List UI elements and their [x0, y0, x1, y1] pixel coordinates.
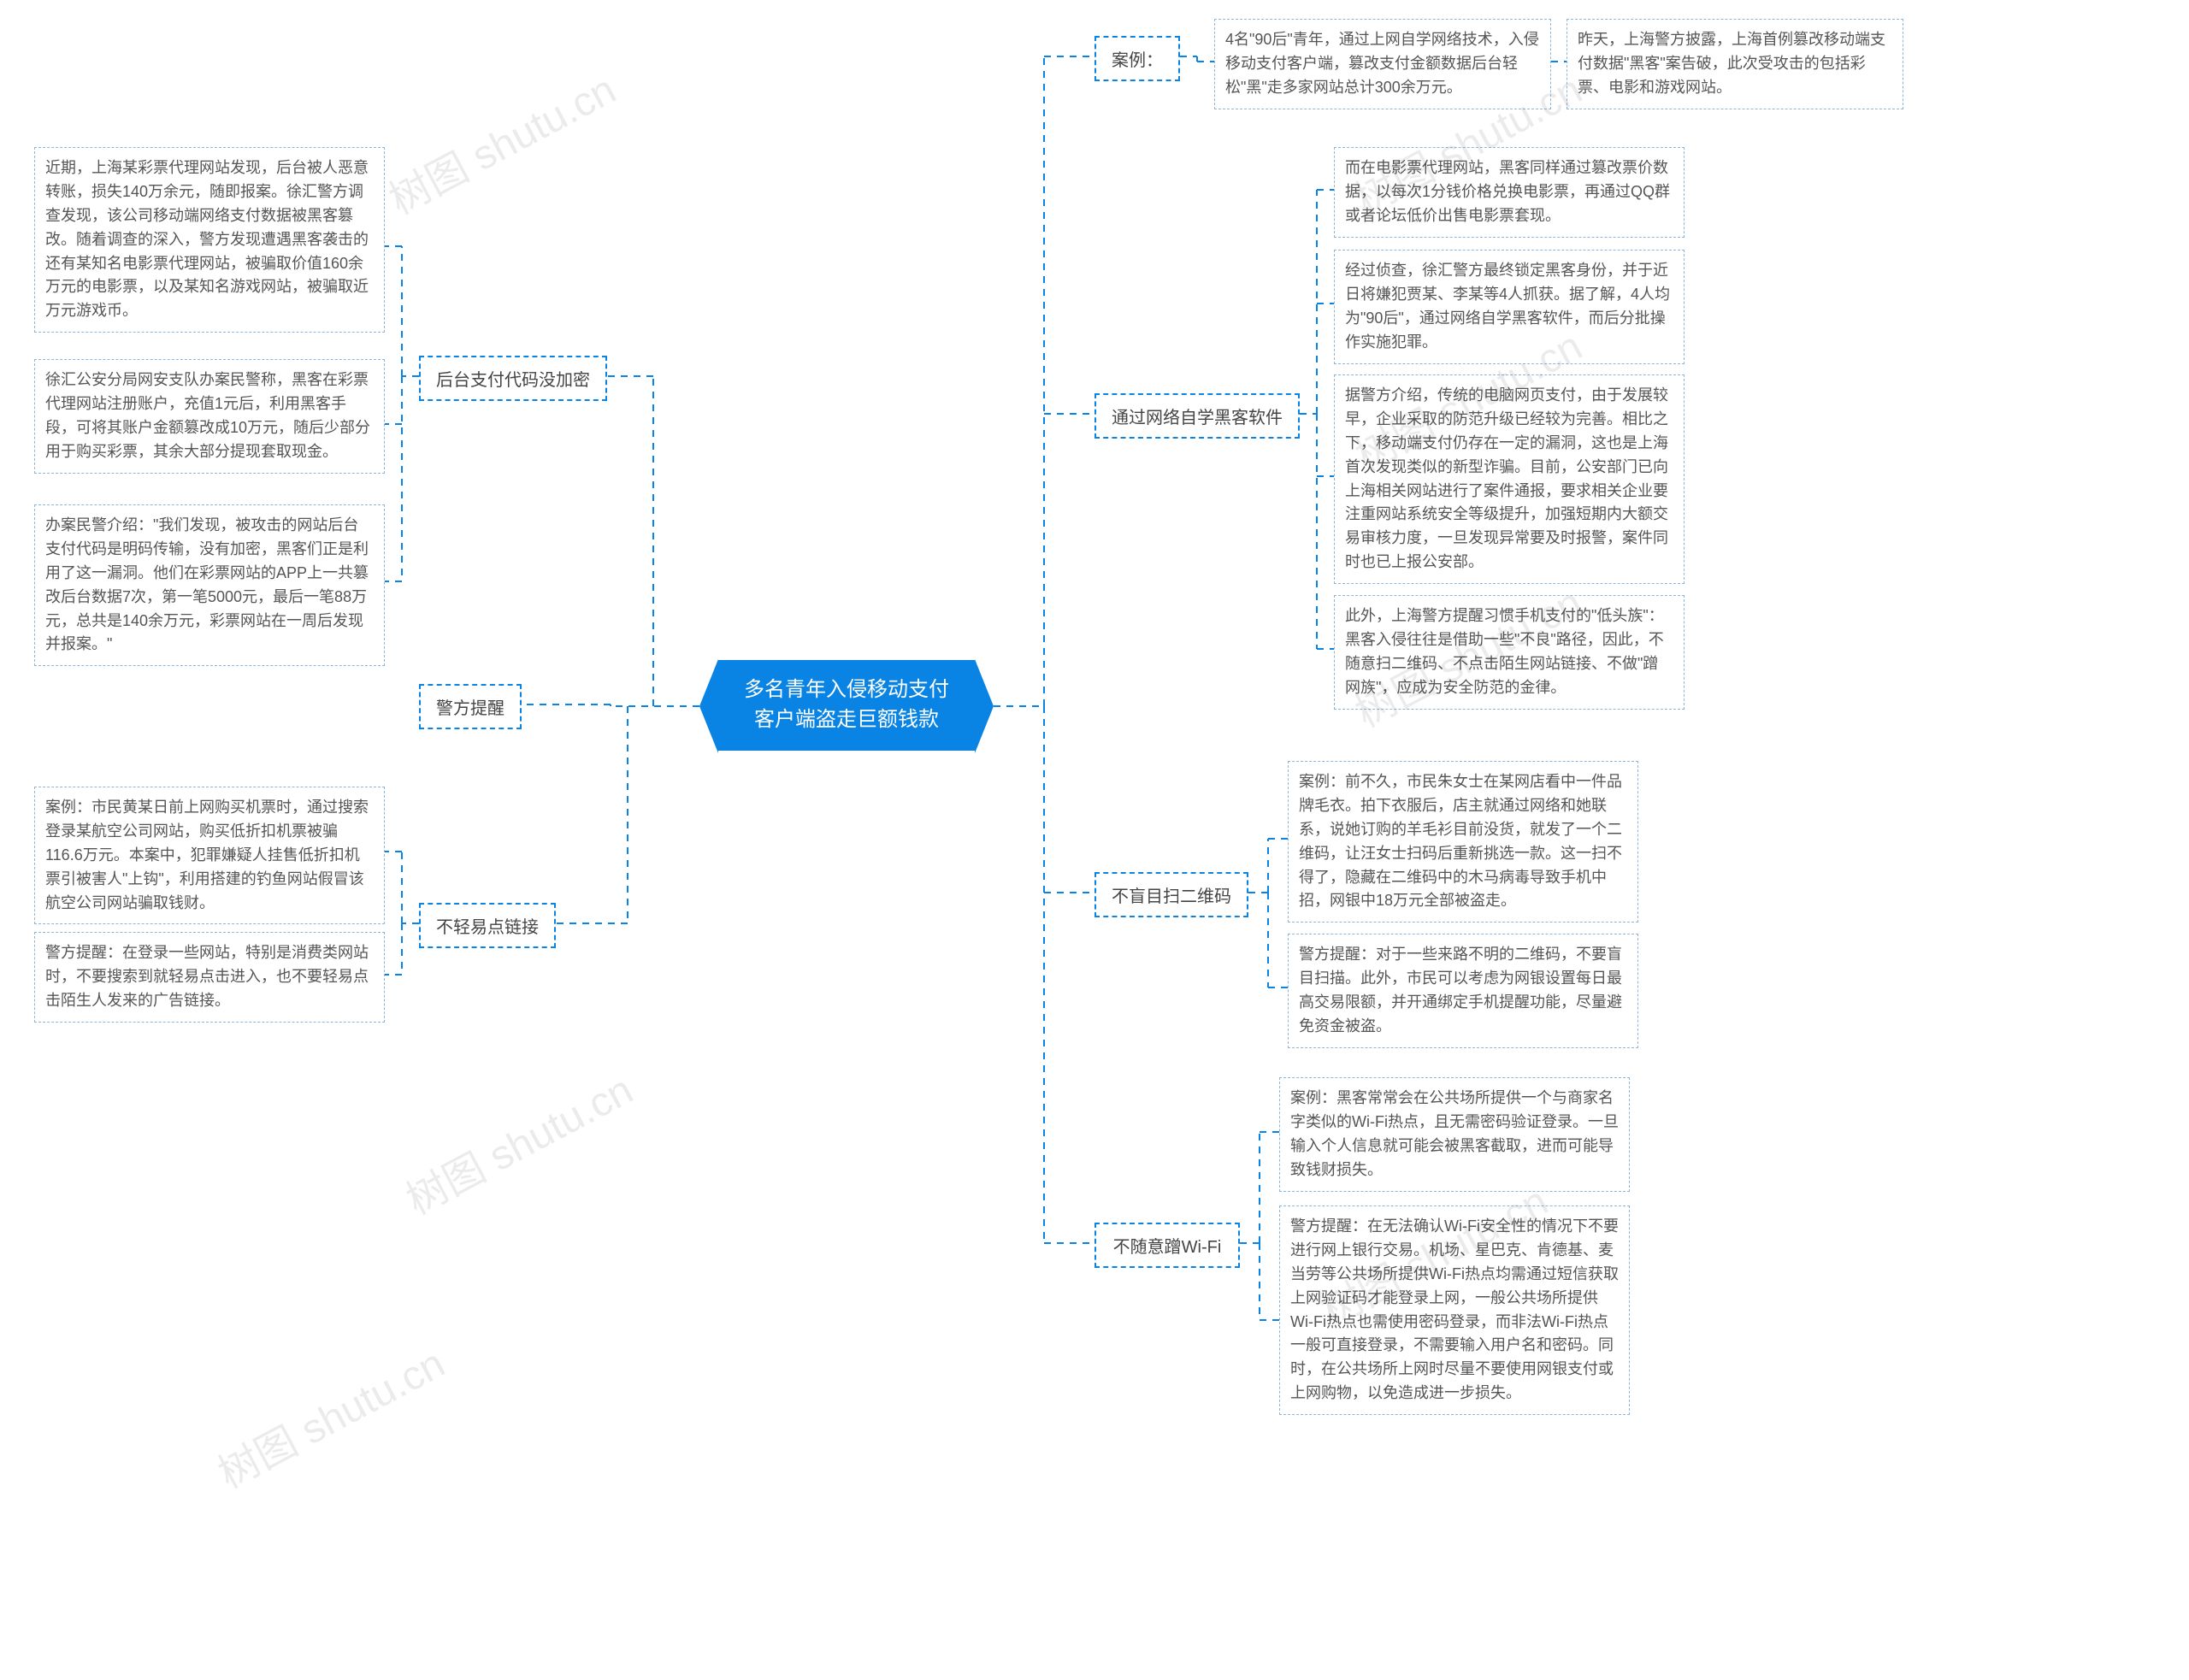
detail-right-1-2: 据警方介绍，传统的电脑网页支付，由于发展较早，企业采取的防范升级已经较为完善。相… — [1334, 374, 1685, 584]
detail-right-1-1: 经过侦查，徐汇警方最终锁定黑客身份，并于近日将嫌犯贾某、李某等4人抓获。据了解，… — [1334, 250, 1685, 364]
topic-left-2: 不轻易点链接 — [419, 903, 556, 948]
detail-right-0-0: 4名"90后"青年，通过上网自学网络技术，入侵移动支付客户端，篡改支付金额数据后… — [1214, 19, 1551, 109]
detail-left-0-1: 徐汇公安分局网安支队办案民警称，黑客在彩票代理网站注册账户，充值1元后，利用黑客… — [34, 359, 385, 474]
detail-right-1-0: 而在电影票代理网站，黑客同样通过篡改票价数据，以每次1分钱价格兑换电影票，再通过… — [1334, 147, 1685, 238]
topic-right-1: 通过网络自学黑客软件 — [1094, 393, 1300, 439]
detail-left-2-1: 警方提醒：在登录一些网站，特别是消费类网站时，不要搜索到就轻易点击进入，也不要轻… — [34, 932, 385, 1023]
detail-right-2-0: 案例：前不久，市民朱女士在某网店看中一件品牌毛衣。拍下衣服后，店主就通过网络和她… — [1288, 761, 1638, 923]
detail-right-0-1: 昨天，上海警方披露，上海首例篡改移动端支付数据"黑客"案告破，此次受攻击的包括彩… — [1567, 19, 1903, 109]
detail-right-3-1: 警方提醒：在无法确认Wi-Fi安全性的情况下不要进行网上银行交易。机场、星巴克、… — [1279, 1205, 1630, 1415]
detail-right-1-3: 此外，上海警方提醒习惯手机支付的"低头族"：黑客入侵往往是借助一些"不良"路径，… — [1334, 595, 1685, 710]
detail-right-2-1: 警方提醒：对于一些来路不明的二维码，不要盲目扫描。此外，市民可以考虑为网银设置每… — [1288, 934, 1638, 1048]
detail-left-0-0: 近期，上海某彩票代理网站发现，后台被人恶意转账，损失140万余元，随即报案。徐汇… — [34, 147, 385, 333]
topic-right-3: 不随意蹭Wi-Fi — [1094, 1223, 1240, 1268]
watermark-0: 树图 shutu.cn — [377, 56, 625, 226]
watermark-4: 树图 shutu.cn — [206, 1330, 454, 1500]
detail-left-2-0: 案例：市民黄某日前上网购买机票时，通过搜索登录某航空公司网站，购买低折扣机票被骗… — [34, 787, 385, 924]
root-arrow-right — [975, 659, 994, 753]
root-arrow-left — [699, 659, 718, 753]
detail-left-0-2: 办案民警介绍："我们发现，被攻击的网站后台支付代码是明码传输，没有加密，黑客们正… — [34, 504, 385, 666]
root-node: 多名青年入侵移动支付客户端盗走巨额钱款 — [718, 660, 975, 751]
topic-right-2: 不盲目扫二维码 — [1094, 872, 1248, 917]
detail-right-3-0: 案例：黑客常常会在公共场所提供一个与商家名字类似的Wi-Fi热点，且无需密码验证… — [1279, 1077, 1630, 1192]
watermark-5: 树图 shutu.cn — [394, 1057, 642, 1226]
topic-left-0: 后台支付代码没加密 — [419, 356, 607, 401]
topic-right-0: 案例： — [1094, 36, 1180, 81]
topic-left-1: 警方提醒 — [419, 684, 522, 729]
